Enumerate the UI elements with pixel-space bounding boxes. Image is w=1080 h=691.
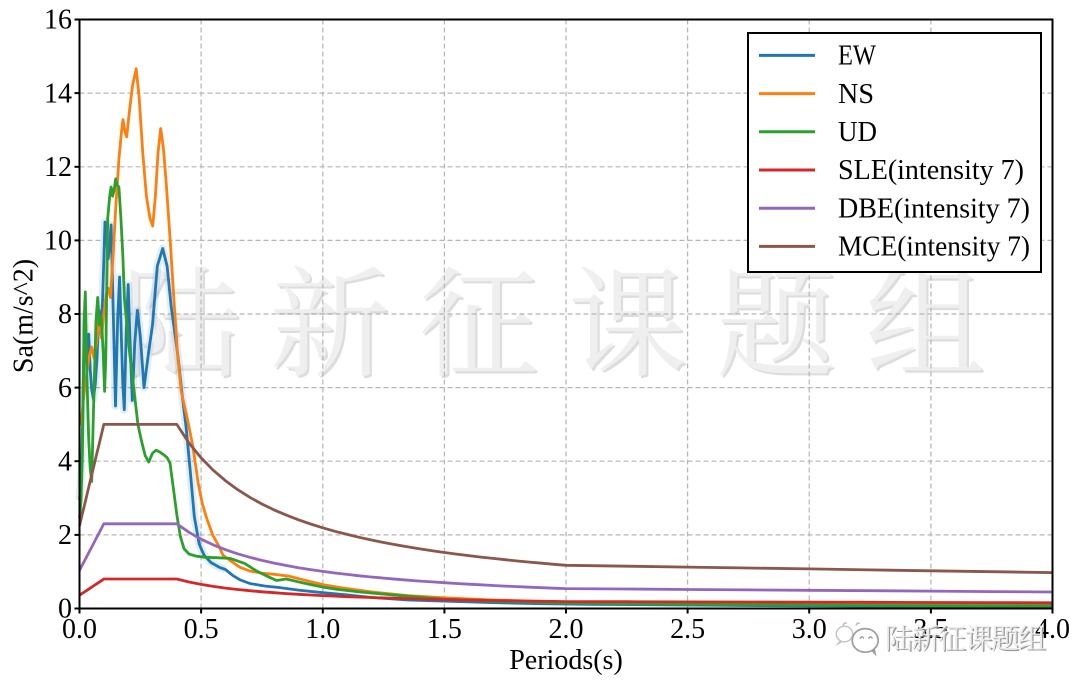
svg-text:3.0: 3.0 <box>792 614 827 645</box>
svg-text:1.0: 1.0 <box>305 614 340 645</box>
svg-text:NS: NS <box>838 79 874 110</box>
svg-text:UD: UD <box>838 117 877 148</box>
svg-text:10: 10 <box>44 226 72 257</box>
svg-text:16: 16 <box>44 5 72 36</box>
svg-text:0.5: 0.5 <box>184 614 219 645</box>
svg-text:Periods(s): Periods(s) <box>509 645 623 676</box>
svg-text:EW: EW <box>838 41 876 72</box>
svg-text:SLE(intensity 7): SLE(intensity 7) <box>838 155 1024 186</box>
svg-text:DBE(intensity 7): DBE(intensity 7) <box>838 193 1030 224</box>
svg-text:0.0: 0.0 <box>62 614 97 645</box>
svg-text:2: 2 <box>58 520 72 551</box>
svg-text:14: 14 <box>44 78 72 109</box>
svg-text:1.5: 1.5 <box>427 614 462 645</box>
svg-text:0: 0 <box>58 594 72 625</box>
svg-text:2.0: 2.0 <box>549 614 584 645</box>
svg-text:12: 12 <box>44 152 72 183</box>
svg-text:6: 6 <box>58 373 72 404</box>
svg-text:4: 4 <box>58 446 72 477</box>
svg-text:8: 8 <box>58 299 72 330</box>
svg-text:MCE(intensity 7): MCE(intensity 7) <box>838 232 1030 263</box>
svg-text:2.5: 2.5 <box>670 614 705 645</box>
svg-text:Sa(m/s^2): Sa(m/s^2) <box>9 259 40 373</box>
